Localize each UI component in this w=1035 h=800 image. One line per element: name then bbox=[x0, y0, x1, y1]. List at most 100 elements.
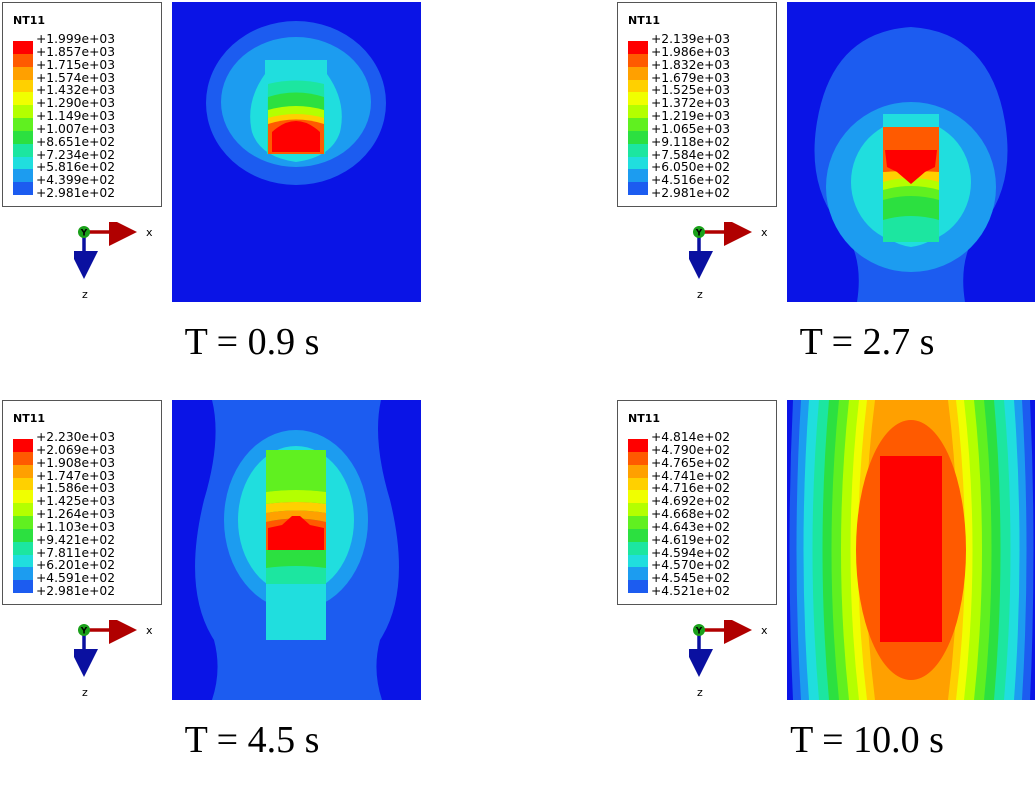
time-label: T = 2.7 s bbox=[799, 321, 935, 363]
legend-swatch bbox=[13, 118, 33, 131]
legend-value: +4.668e+02 bbox=[651, 507, 731, 522]
legend-value: +1.908e+03 bbox=[36, 455, 116, 470]
legend-swatch bbox=[13, 580, 33, 594]
legend-title: NT11 bbox=[13, 412, 46, 425]
legend-values: +2.230e+03 +2.069e+03 +1.908e+03 +1.747e… bbox=[36, 431, 115, 598]
legend-swatch bbox=[13, 528, 33, 542]
legend-value: +2.981e+02 bbox=[651, 186, 731, 201]
legend-value: +4.591e+02 bbox=[36, 571, 116, 586]
legend: NT11 +4.814e+02 +4.790e+02 +4.765e+02 +4… bbox=[617, 400, 777, 605]
axis-x-label: x bbox=[761, 624, 768, 637]
legend-swatch bbox=[13, 516, 33, 529]
legend-value: +4.716e+02 bbox=[651, 481, 731, 496]
legend-value: +1.425e+03 bbox=[36, 494, 116, 509]
contour-panel-3: NT11 +2.230e+03 +2.069e+03 +1.908e+03 +1… bbox=[2, 400, 422, 780]
time-label: T = 0.9 s bbox=[184, 321, 320, 363]
legend-value: +4.790e+02 bbox=[651, 442, 731, 457]
temperature-contour-plot bbox=[172, 400, 421, 700]
axis-y-label: Y bbox=[695, 627, 703, 637]
legend-value: +5.816e+02 bbox=[36, 160, 116, 175]
axis-y-label: Y bbox=[80, 229, 88, 239]
legend-colorbar bbox=[13, 439, 33, 594]
legend-value: +8.651e+02 bbox=[36, 134, 116, 149]
legend-swatch bbox=[628, 143, 648, 157]
legend-swatch bbox=[628, 79, 648, 93]
legend-value: +1.219e+03 bbox=[651, 109, 731, 124]
contour-panel-4: NT11 +4.814e+02 +4.790e+02 +4.765e+02 +4… bbox=[617, 400, 1035, 780]
legend-value: +4.619e+02 bbox=[651, 532, 731, 547]
legend-value: +1.103e+03 bbox=[36, 519, 116, 534]
axis-x-label: x bbox=[146, 624, 153, 637]
legend-swatch bbox=[13, 169, 33, 183]
axis-y-label: Y bbox=[695, 229, 703, 239]
legend-swatch bbox=[628, 490, 648, 504]
legend-colorbar bbox=[628, 41, 648, 196]
legend-swatch bbox=[13, 41, 33, 54]
legend-swatch bbox=[13, 79, 33, 93]
legend: NT11 +1.999e+03 +1.857e+03 +1.715e+03 +1… bbox=[2, 2, 162, 207]
axis-z-label: z bbox=[82, 686, 88, 699]
legend-swatch bbox=[13, 105, 33, 119]
legend-value: +7.811e+02 bbox=[36, 545, 116, 560]
legend-swatch bbox=[13, 66, 33, 80]
contour-panel-1: NT11 +1.999e+03 +1.857e+03 +1.715e+03 +1… bbox=[2, 2, 422, 382]
legend-value: +2.981e+02 bbox=[36, 584, 116, 599]
legend-swatch bbox=[13, 503, 33, 517]
legend-value: +2.981e+02 bbox=[36, 186, 116, 201]
legend-value: +1.857e+03 bbox=[36, 44, 116, 59]
legend-colorbar bbox=[13, 41, 33, 196]
legend-swatch bbox=[13, 439, 33, 452]
legend-swatch bbox=[628, 516, 648, 529]
legend-value: +1.372e+03 bbox=[651, 96, 731, 111]
legend-values: +1.999e+03 +1.857e+03 +1.715e+03 +1.574e… bbox=[36, 33, 115, 200]
legend-value: +1.832e+03 bbox=[651, 57, 731, 72]
legend-value: +1.747e+03 bbox=[36, 468, 116, 483]
axis-z-label: z bbox=[697, 686, 703, 699]
axis-triad: Y x z bbox=[74, 222, 153, 301]
axis-x-label: x bbox=[146, 226, 153, 239]
legend: NT11 +2.230e+03 +2.069e+03 +1.908e+03 +1… bbox=[2, 400, 162, 605]
legend-value: +7.584e+02 bbox=[651, 147, 731, 162]
legend-swatch bbox=[628, 130, 648, 144]
legend-swatch bbox=[628, 451, 648, 465]
legend-swatch bbox=[13, 182, 33, 196]
time-label: T = 4.5 s bbox=[184, 719, 320, 761]
legend-swatch bbox=[628, 41, 648, 54]
legend-value: +1.574e+03 bbox=[36, 70, 116, 85]
legend-value: +4.516e+02 bbox=[651, 173, 731, 188]
legend-swatch bbox=[13, 143, 33, 157]
legend-value: +4.594e+02 bbox=[651, 545, 731, 560]
legend-value: +1.999e+03 bbox=[36, 32, 116, 46]
time-label: T = 10.0 s bbox=[790, 719, 944, 761]
legend-swatch bbox=[628, 118, 648, 131]
axis-z-label: z bbox=[697, 288, 703, 301]
legend: NT11 +2.139e+03 +1.986e+03 +1.832e+03 +1… bbox=[617, 2, 777, 207]
legend-value: +1.679e+03 bbox=[651, 70, 731, 85]
legend-value: +4.643e+02 bbox=[651, 519, 731, 534]
legend-value: +4.399e+02 bbox=[36, 173, 116, 188]
legend-swatch bbox=[13, 567, 33, 581]
legend-value: +4.741e+02 bbox=[651, 468, 731, 483]
legend-title: NT11 bbox=[628, 412, 661, 425]
legend-values: +4.814e+02 +4.790e+02 +4.765e+02 +4.741e… bbox=[651, 431, 730, 598]
legend-swatch bbox=[13, 477, 33, 491]
axis-y-label: Y bbox=[80, 627, 88, 637]
legend-value: +4.570e+02 bbox=[651, 558, 731, 573]
legend-swatch bbox=[628, 66, 648, 80]
legend-value: +4.814e+02 bbox=[651, 430, 731, 444]
legend-swatch bbox=[628, 580, 648, 594]
legend-swatch bbox=[13, 554, 33, 568]
legend-value: +1.264e+03 bbox=[36, 507, 116, 522]
legend-values: +2.139e+03 +1.986e+03 +1.832e+03 +1.679e… bbox=[651, 33, 730, 200]
legend-swatch bbox=[628, 554, 648, 568]
legend-value: +6.050e+02 bbox=[651, 160, 731, 175]
legend-swatch bbox=[628, 92, 648, 106]
legend-swatch bbox=[628, 528, 648, 542]
legend-swatch bbox=[628, 464, 648, 478]
legend-value: +1.715e+03 bbox=[36, 57, 116, 72]
temperature-contour-plot bbox=[787, 400, 1035, 700]
legend-swatch bbox=[628, 439, 648, 452]
legend-value: +1.525e+03 bbox=[651, 83, 731, 98]
legend-value: +1.586e+03 bbox=[36, 481, 116, 496]
legend-swatch bbox=[628, 105, 648, 119]
